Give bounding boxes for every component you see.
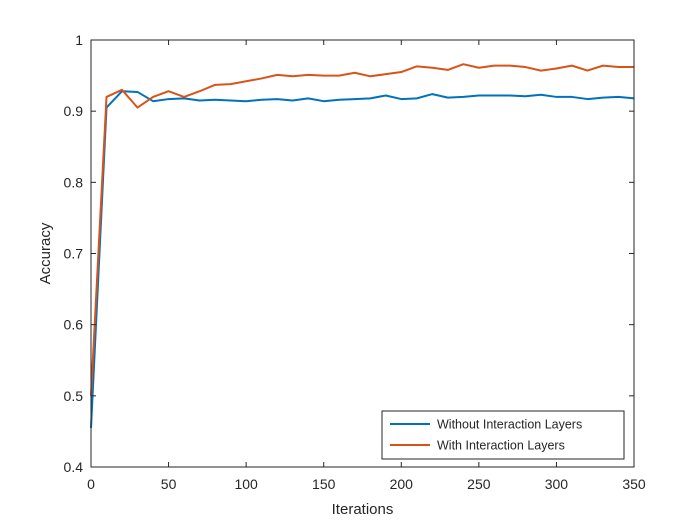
y-tick-label: 0.9 (64, 103, 84, 119)
x-tick-label: 50 (161, 476, 177, 492)
x-tick-label: 300 (545, 476, 569, 492)
legend-label-0: Without Interaction Layers (437, 418, 582, 432)
y-tick-label: 0.4 (64, 459, 84, 475)
legend-box (381, 410, 625, 460)
series-layer (90, 63, 635, 428)
y-tick-label: 0.8 (64, 174, 84, 190)
legend: Without Interaction Layers With Interacti… (381, 410, 625, 460)
x-tick-label: 250 (467, 476, 491, 492)
x-tick-label: 200 (390, 476, 414, 492)
x-tick-label: 0 (87, 476, 95, 492)
x-tick-label: 150 (312, 476, 336, 492)
plot-area (91, 40, 634, 467)
y-tick-label: 0.6 (64, 317, 84, 333)
legend-label-1: With Interaction Layers (437, 439, 565, 453)
x-tick-label: 100 (234, 476, 258, 492)
x-tick-label: 350 (622, 476, 646, 492)
tick-layer: 0 50 100 150 200 250 300 350 0.4 0.5 0.6 0.7 0.8 0.9 1 (64, 32, 646, 492)
x-axis-title: Iterations (332, 501, 394, 518)
series-line-0 (90, 90, 635, 428)
series-line-1 (90, 63, 634, 396)
y-tick-label: 1 (75, 32, 83, 48)
y-tick-label: 0.7 (64, 246, 84, 262)
y-tick-label: 0.5 (64, 388, 84, 404)
y-axis-title: Accuracy (37, 222, 54, 284)
